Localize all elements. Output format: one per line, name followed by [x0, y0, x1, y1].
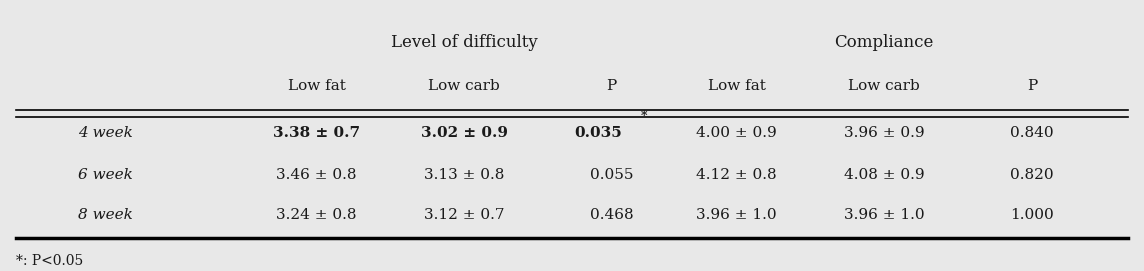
Text: Level of difficulty: Level of difficulty [391, 34, 538, 51]
Text: 3.96 ± 1.0: 3.96 ± 1.0 [844, 208, 924, 222]
Text: 8 week: 8 week [78, 208, 133, 222]
Text: P: P [1027, 79, 1038, 93]
Text: 4.00 ± 0.9: 4.00 ± 0.9 [697, 126, 777, 140]
Text: 3.96 ± 1.0: 3.96 ± 1.0 [697, 208, 777, 222]
Text: Low carb: Low carb [428, 79, 500, 93]
Text: 3.38 ± 0.7: 3.38 ± 0.7 [273, 126, 360, 140]
Text: 1.000: 1.000 [1010, 208, 1054, 222]
Text: Compliance: Compliance [835, 34, 934, 51]
Text: 3.02 ± 0.9: 3.02 ± 0.9 [421, 126, 508, 140]
Text: 3.24 ± 0.8: 3.24 ± 0.8 [276, 208, 357, 222]
Text: Low carb: Low carb [849, 79, 920, 93]
Text: *: * [641, 110, 646, 123]
Text: P: P [606, 79, 617, 93]
Text: 0.820: 0.820 [1010, 167, 1054, 182]
Text: 0.055: 0.055 [590, 167, 634, 182]
Text: 0.035: 0.035 [574, 126, 622, 140]
Text: 4.12 ± 0.8: 4.12 ± 0.8 [697, 167, 777, 182]
Text: 3.12 ± 0.7: 3.12 ± 0.7 [424, 208, 505, 222]
Text: Low fat: Low fat [287, 79, 345, 93]
Text: 6 week: 6 week [78, 167, 133, 182]
Text: 4.08 ± 0.9: 4.08 ± 0.9 [844, 167, 924, 182]
Text: Low fat: Low fat [708, 79, 765, 93]
Text: 3.13 ± 0.8: 3.13 ± 0.8 [424, 167, 505, 182]
Text: 4 week: 4 week [78, 126, 133, 140]
Text: 3.96 ± 0.9: 3.96 ± 0.9 [844, 126, 924, 140]
Text: 3.46 ± 0.8: 3.46 ± 0.8 [276, 167, 357, 182]
Text: 0.468: 0.468 [590, 208, 634, 222]
Text: *: P<0.05: *: P<0.05 [16, 254, 82, 268]
Text: 0.840: 0.840 [1010, 126, 1054, 140]
